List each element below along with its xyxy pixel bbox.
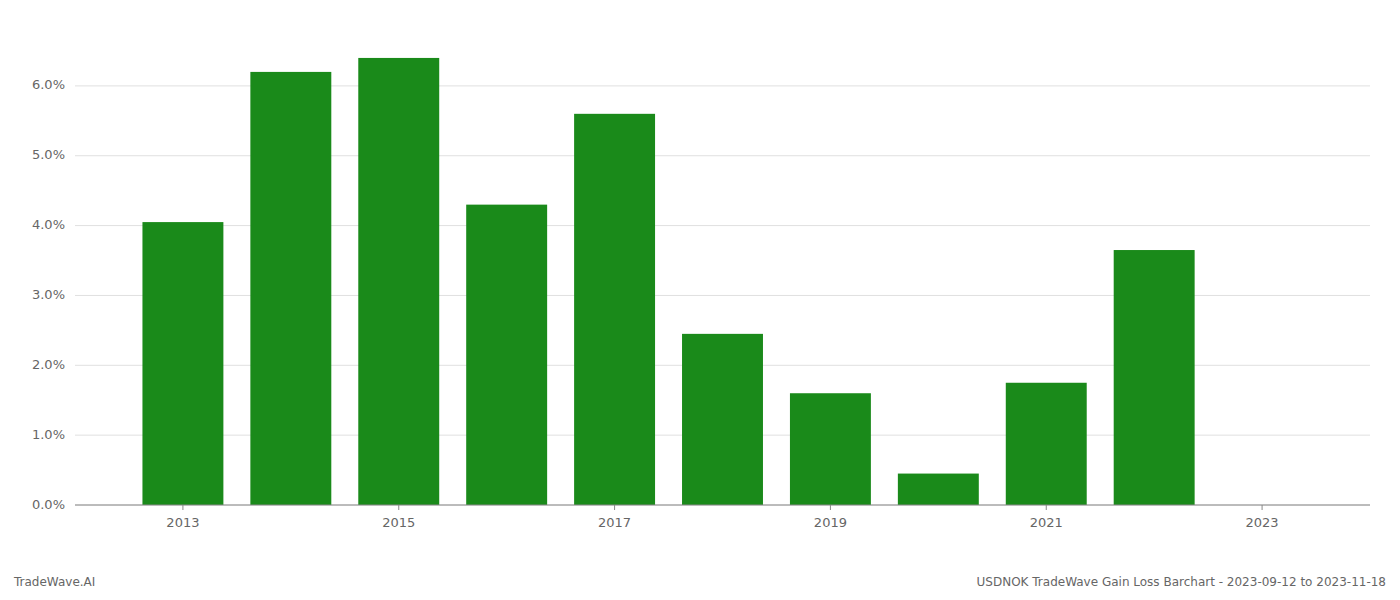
bar — [790, 393, 871, 505]
y-tick-label: 2.0% — [32, 357, 65, 372]
x-tick-label: 2021 — [1030, 515, 1063, 530]
bar — [682, 334, 763, 505]
x-tick-label: 2017 — [598, 515, 631, 530]
bar — [1006, 383, 1087, 505]
x-tick-label: 2013 — [166, 515, 199, 530]
y-tick-label: 3.0% — [32, 287, 65, 302]
x-tick — [1262, 505, 1263, 510]
footer-right: USDNOK TradeWave Gain Loss Barchart - 20… — [977, 575, 1386, 589]
x-tick — [614, 505, 615, 510]
bar — [1114, 250, 1195, 505]
y-tick-label: 4.0% — [32, 217, 65, 232]
x-tick — [398, 505, 399, 510]
grid-line — [75, 505, 1370, 506]
footer-left: TradeWave.AI — [13, 575, 95, 589]
bars — [142, 58, 1194, 505]
y-tick-label: 1.0% — [32, 427, 65, 442]
chart: 0.0% 1.0% 2.0% 3.0% 4.0% 5.0% 6.0% 2013 2015 2017… — [0, 0, 1400, 600]
x-axis-line — [75, 505, 1370, 506]
y-tick-label: 5.0% — [32, 147, 65, 162]
y-tick-label: 0.0% — [32, 497, 65, 512]
y-tick-label: 6.0% — [32, 77, 65, 92]
x-tick-label: 2019 — [814, 515, 847, 530]
bar — [358, 58, 439, 505]
bar — [142, 222, 223, 505]
bar — [898, 474, 979, 505]
x-tick-label: 2023 — [1246, 515, 1279, 530]
bar — [250, 72, 331, 505]
y-tick-labels: 0.0% 1.0% 2.0% 3.0% 4.0% 5.0% 6.0% — [32, 77, 65, 511]
x-tick — [182, 505, 183, 510]
bar — [466, 205, 547, 505]
x-tick-label: 2015 — [382, 515, 415, 530]
x-tick — [1046, 505, 1047, 510]
bar — [574, 114, 655, 505]
chart-container: 0.0% 1.0% 2.0% 3.0% 4.0% 5.0% 6.0% 2013 2015 2017… — [0, 0, 1400, 600]
x-ticks: 2013 2015 2017 2019 2021 2023 — [166, 505, 1278, 530]
background — [0, 0, 1400, 600]
x-tick — [830, 505, 831, 510]
